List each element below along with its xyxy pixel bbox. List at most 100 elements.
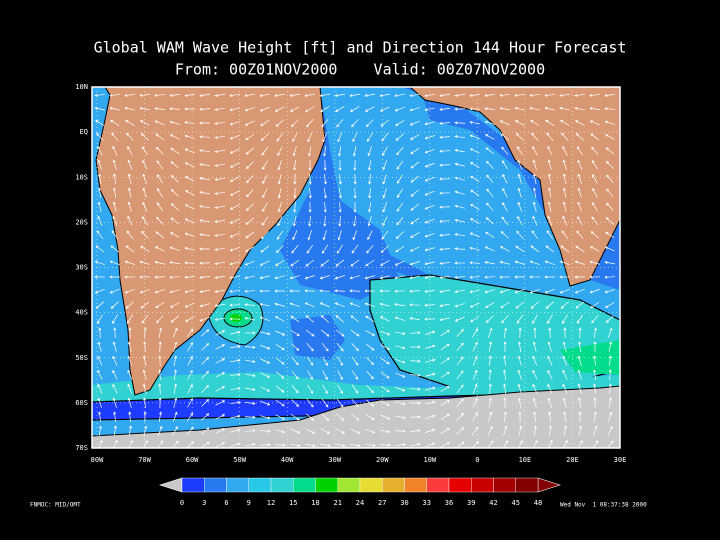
lon-label: 30E [614,456,627,464]
arrow [365,259,375,267]
arrow [97,314,103,324]
arrow [199,177,210,181]
arrow [139,260,150,265]
arrow [214,247,225,251]
arrow [276,230,283,240]
arrow [260,245,270,253]
arrow [439,121,451,125]
arrow [351,398,359,408]
arrow [140,301,150,309]
arrow [592,187,598,198]
arrow [173,369,177,380]
arrow [291,399,300,408]
arrow [215,414,226,420]
arrow [456,356,464,366]
arrow [245,373,256,378]
arrow [244,93,255,97]
arrow [395,331,406,335]
lon-label: 40W [281,456,294,464]
arrow [199,135,211,139]
arrow [560,245,570,253]
arrow [395,120,405,126]
arrow [544,260,555,266]
colorbar-label: 45 [512,499,520,507]
arrow [533,327,537,339]
arrow [484,260,495,265]
arrow [109,106,120,111]
arrow [396,147,404,156]
arrow [187,383,193,394]
arrow [113,425,117,437]
arrow [589,260,600,265]
arrow [155,133,165,141]
arrow [514,120,525,126]
arrow [352,132,358,143]
arrow [275,119,285,127]
arrow [274,443,286,447]
arrow [367,160,372,171]
arrow [246,189,254,198]
arrow [424,275,435,280]
arrow [184,302,195,308]
arrow [229,317,241,321]
contour-region [230,314,242,322]
arrow [562,369,568,380]
arrow [275,429,286,434]
arrow [292,132,298,142]
arrow [113,439,118,448]
arrow [589,107,600,111]
arrow [577,383,582,394]
arrow [547,383,553,394]
arrow [305,428,316,434]
arrow [469,218,480,224]
arrow [485,217,494,225]
arrow [170,188,179,197]
arrow [335,259,345,267]
arrow [245,133,255,141]
arrow [158,411,162,422]
arrow [472,411,478,422]
colorbar-swatch [270,477,294,493]
arrow [290,119,299,128]
arrow [199,261,211,265]
arrow [349,289,361,293]
arrow [364,106,375,112]
arrow [261,146,269,156]
arrow [394,289,406,293]
arrow [112,159,117,170]
arrow [214,149,225,153]
arrow [112,215,118,226]
lat-label: 50S [75,354,88,362]
arrow [245,442,256,447]
arrow [290,330,300,337]
arrow [532,215,538,226]
arrow [97,215,103,226]
arrow [395,358,406,364]
arrow [395,231,404,239]
arrow [368,202,372,213]
arrow [98,439,103,448]
arrow [380,245,389,253]
arrow [382,188,387,199]
arrow [158,327,163,338]
arrow [424,303,436,307]
arrow [563,439,568,448]
arrow [350,329,360,337]
arrow [604,107,616,111]
arrow [351,384,359,394]
arrow [500,231,509,239]
arrow [259,275,270,280]
arrow [142,369,147,380]
arrow [454,261,466,265]
arrow [201,384,210,393]
arrow [275,260,285,266]
colorbar-swatch [404,477,427,493]
arrow [454,289,465,294]
lat-label: 10N [75,83,88,91]
arrow [201,343,210,351]
arrow [155,231,165,239]
arrow [109,288,120,294]
arrow [425,386,436,391]
arrow [574,260,585,265]
arrow [214,121,225,125]
